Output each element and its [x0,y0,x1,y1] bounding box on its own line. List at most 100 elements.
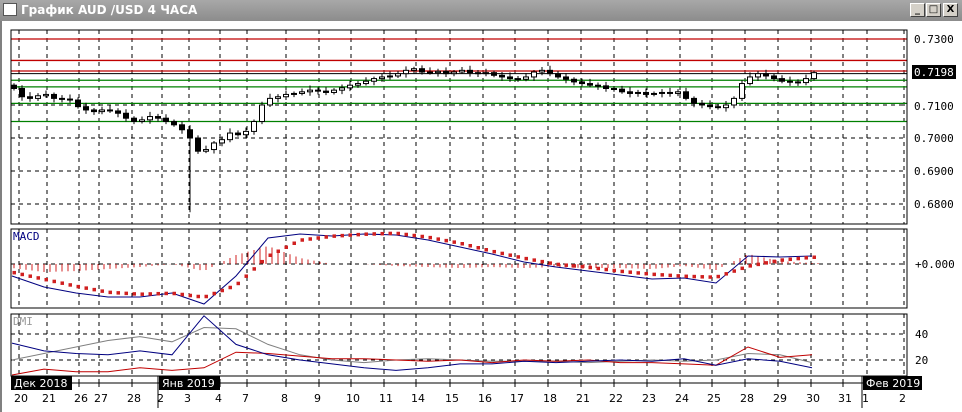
macd-signal-dot [300,238,304,242]
macd-signal-dot [556,262,560,267]
day-label: 8 [281,392,288,405]
window-titlebar: График AUD /USD 4 ЧАСА _ □ X [0,0,962,21]
macd-signal-dot [644,271,648,276]
day-label: 22 [609,392,623,405]
candle-body [499,74,505,78]
candle-body [643,91,649,95]
candle-body [435,70,441,74]
macd-signal-dot [580,264,584,269]
macd-signal-dot [684,274,688,279]
candle-body [571,78,577,83]
macd-signal-dot [28,274,32,278]
macd-signal-dot [412,233,416,238]
macd-signal-dot [676,274,680,278]
close-button[interactable]: X [943,3,958,17]
candle-body [395,73,401,77]
dmi-label: DMI [13,315,33,328]
candle-body [611,88,617,90]
candle-body [307,89,313,93]
candle-body [131,117,137,122]
candle-body [83,106,89,111]
chart-area[interactable] [0,21,962,412]
day-label: 2 [157,392,164,405]
day-label: 31 [838,392,852,405]
macd-signal-dot [68,283,72,287]
candle-body [27,96,33,99]
macd-signal-dot [284,245,288,249]
candle-body [43,93,49,97]
candle-body [787,80,793,83]
candle-body [507,76,513,80]
day-label: 7 [242,392,249,405]
macd-signal-dot [332,234,336,238]
candle-body [451,71,457,75]
macd-signal-dot [660,273,664,277]
macd-signal-dot [260,259,264,264]
candle-body [315,89,321,92]
macd-signal-dot [188,293,192,298]
macd-signal-dot [636,271,640,275]
macd-signal-dot [356,232,360,237]
dmi-level-label: 20 [915,354,928,367]
month-badge [159,376,220,390]
candle-body [75,99,81,108]
dmi-level-label: 40 [915,328,928,341]
candle-body [771,75,777,80]
macd-signal-dot [196,294,200,299]
price-label: 0.7100 [914,100,954,113]
candle-body [299,91,305,94]
macd-signal-dot [436,237,440,241]
dmi-plus-line [11,315,813,371]
minimize-button[interactable]: _ [910,3,925,17]
macd-panel-frame [10,228,908,309]
macd-signal-dot [500,251,504,256]
macd-signal-dot [492,249,496,254]
macd-signal-dot [724,272,728,276]
candle-body [667,91,673,94]
macd-signal-dot [564,263,568,267]
day-label: 16 [478,392,492,405]
candle-body [219,139,225,144]
candle-body [715,106,721,109]
macd-signal-dot [596,266,600,271]
day-label: 26 [74,392,88,405]
price-label: 0.6900 [914,165,954,178]
price-label: 0.7300 [914,33,954,46]
day-label: 4 [215,392,222,405]
candle-body [779,78,785,82]
macd-signal-dot [540,259,544,264]
macd-signal-dot [716,274,720,279]
macd-signal-dot [20,272,24,277]
candle-body [155,116,161,119]
macd-signal-dot [132,292,136,296]
dmi-minus-line [11,346,813,376]
candle-body [691,97,697,104]
day-label: 1 [862,392,869,405]
day-label: 15 [445,392,459,405]
macd-signal-dot [100,289,104,293]
macd-signal-dot [252,267,256,271]
day-label: 14 [411,392,425,405]
macd-line [11,233,813,305]
macd-signal-dot [52,279,56,284]
candle-body [291,92,297,95]
candle-body [475,72,481,75]
maximize-button[interactable]: □ [926,3,941,17]
candle-body [635,91,641,94]
candle-body [547,69,553,75]
candle-body [419,68,425,73]
candle-body [339,87,345,91]
macd-signal-dot [508,253,512,257]
macd-signal-dot [460,242,464,246]
macd-signal-dot [268,253,272,257]
candle-body [443,70,449,75]
candle-body [203,149,209,152]
macd-signal-dot [748,264,752,268]
candle-body [747,76,753,85]
candle-body [387,75,393,78]
candle-body [579,81,585,85]
macd-signal-dot [396,231,400,236]
macd-signal-dot [92,287,96,292]
macd-signal-dot [172,291,176,296]
